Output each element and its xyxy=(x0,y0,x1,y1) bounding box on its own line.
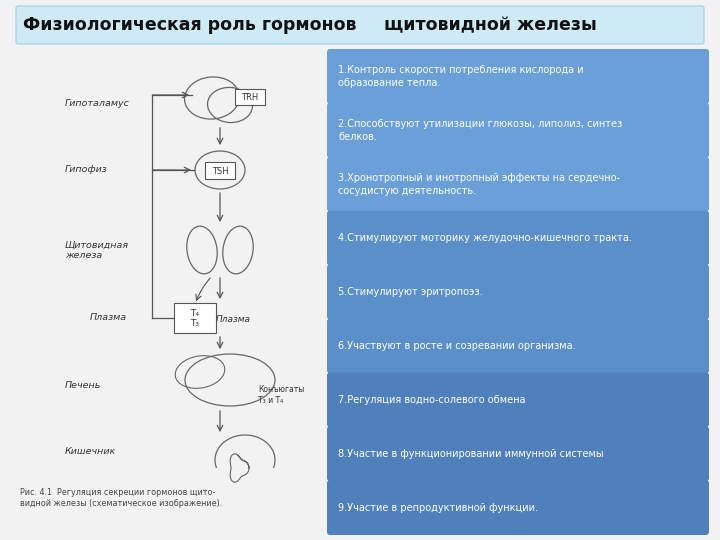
Text: 1.Контроль скорости потребления кислорода и
образование тепла.: 1.Контроль скорости потребления кислород… xyxy=(338,65,584,88)
Text: Печень: Печень xyxy=(65,381,102,389)
FancyBboxPatch shape xyxy=(235,89,265,105)
Text: Плазма: Плазма xyxy=(90,314,127,322)
Text: 8.Участие в функционировании иммунной системы: 8.Участие в функционировании иммунной си… xyxy=(338,449,603,458)
Text: Физиологическая роль гормонов: Физиологическая роль гормонов xyxy=(23,16,356,34)
Text: Гипоталамус: Гипоталамус xyxy=(65,98,130,107)
FancyBboxPatch shape xyxy=(16,6,704,44)
Text: 5.Стимулируют эритропоэз.: 5.Стимулируют эритропоэз. xyxy=(338,287,482,297)
FancyBboxPatch shape xyxy=(327,211,709,266)
FancyBboxPatch shape xyxy=(327,319,709,373)
FancyBboxPatch shape xyxy=(327,103,709,158)
Text: 7.Регуляция водно-солевого обмена: 7.Регуляция водно-солевого обмена xyxy=(338,395,526,405)
FancyBboxPatch shape xyxy=(327,157,709,212)
Text: 2.Способствуют утилизации глюкозы, липолиз, синтез
белков.: 2.Способствуют утилизации глюкозы, липол… xyxy=(338,119,622,141)
Bar xyxy=(5,52,323,535)
Text: TSH: TSH xyxy=(212,166,228,176)
FancyBboxPatch shape xyxy=(205,162,235,179)
Text: Плазма: Плазма xyxy=(216,315,251,325)
Text: Кишечник: Кишечник xyxy=(65,448,116,456)
Text: T₄: T₄ xyxy=(191,309,199,319)
Text: TRH: TRH xyxy=(241,92,258,102)
FancyBboxPatch shape xyxy=(327,426,709,481)
Text: Щитовидная
железа: Щитовидная железа xyxy=(65,240,129,260)
Text: Конъюгаты
Т₃ и Т₄: Конъюгаты Т₃ и Т₄ xyxy=(258,385,305,405)
Text: 9.Участие в репродуктивной функции.: 9.Участие в репродуктивной функции. xyxy=(338,503,538,512)
Text: 4.Стимулируют моторику желудочно-кишечного тракта.: 4.Стимулируют моторику желудочно-кишечно… xyxy=(338,233,632,243)
FancyBboxPatch shape xyxy=(327,49,709,104)
Text: T₃: T₃ xyxy=(191,320,199,328)
FancyBboxPatch shape xyxy=(327,373,709,427)
FancyBboxPatch shape xyxy=(174,303,216,333)
FancyBboxPatch shape xyxy=(327,480,709,535)
FancyBboxPatch shape xyxy=(327,265,709,320)
Text: щитовидной железы: щитовидной железы xyxy=(384,16,596,34)
Text: Рис. 4.1  Регуляция секреции гормонов щито-
видной железы (схематическое изображ: Рис. 4.1 Регуляция секреции гормонов щит… xyxy=(20,488,222,508)
Text: Гипофиз: Гипофиз xyxy=(65,165,108,174)
Text: 3.Хронотропный и инотропный эффекты на сердечно-
сосудистую деятельность.: 3.Хронотропный и инотропный эффекты на с… xyxy=(338,173,620,195)
Text: 6.Участвуют в росте и созревании организма.: 6.Участвуют в росте и созревании организ… xyxy=(338,341,575,351)
